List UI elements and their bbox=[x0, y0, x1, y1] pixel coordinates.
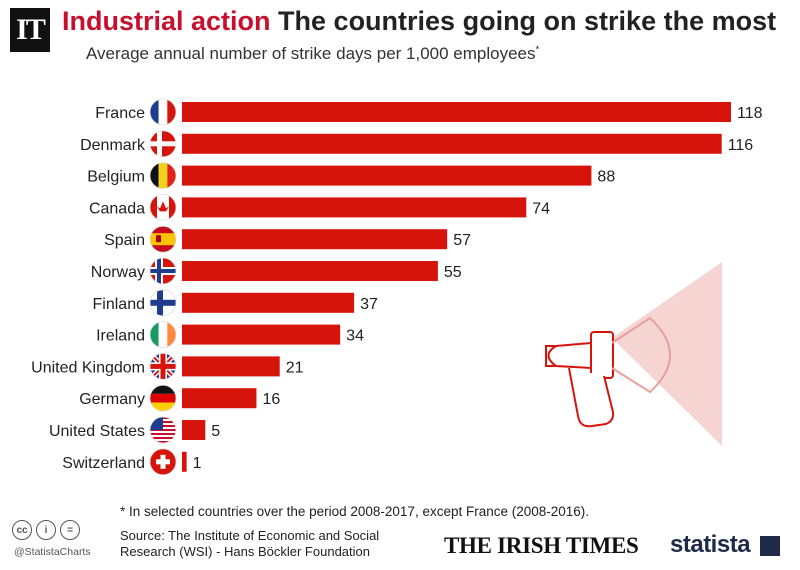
uk-flag-icon bbox=[149, 352, 177, 380]
bar bbox=[182, 197, 527, 218]
bar bbox=[182, 261, 438, 281]
value-label: 21 bbox=[286, 359, 304, 376]
category-label: Canada bbox=[89, 200, 145, 217]
category-label: Ireland bbox=[96, 328, 145, 345]
category-label: United States bbox=[49, 423, 145, 440]
value-label: 55 bbox=[444, 264, 462, 281]
statista-logo: statista bbox=[670, 531, 751, 558]
bar bbox=[182, 388, 257, 409]
category-label: Finland bbox=[93, 296, 145, 313]
denmark-flag-icon bbox=[149, 130, 177, 158]
value-label: 88 bbox=[597, 169, 615, 186]
bar bbox=[182, 451, 187, 472]
spain-flag-icon bbox=[149, 225, 177, 253]
bar bbox=[182, 165, 592, 186]
irish-times-wordmark: THE IRISH TIMES bbox=[444, 533, 639, 558]
usa-flag-icon bbox=[149, 416, 177, 444]
no-derivatives-icon: = bbox=[60, 520, 80, 540]
license-icons: cc i = bbox=[12, 520, 80, 540]
bar-row: Norway 55 bbox=[91, 257, 462, 285]
value-label: 116 bbox=[728, 137, 754, 154]
title-main: The countries going on strike the most bbox=[278, 6, 777, 36]
finland-flag-icon bbox=[149, 289, 177, 317]
value-label: 16 bbox=[262, 391, 280, 408]
bar bbox=[182, 356, 280, 377]
subtitle-footnote-mark: * bbox=[535, 44, 540, 56]
value-label: 1 bbox=[193, 455, 202, 472]
category-label: United Kingdom bbox=[31, 359, 145, 376]
creative-commons-icon: cc bbox=[12, 520, 32, 540]
canada-flag-icon bbox=[149, 193, 177, 221]
bar bbox=[182, 324, 341, 345]
ireland-flag-icon bbox=[149, 321, 177, 349]
bar bbox=[182, 292, 355, 313]
bar-row: Germany 16 bbox=[79, 384, 280, 412]
value-label: 74 bbox=[532, 200, 550, 217]
megaphone-icon bbox=[545, 262, 722, 446]
title-accent: Industrial action bbox=[62, 6, 271, 36]
value-label: 57 bbox=[453, 232, 471, 249]
value-label: 34 bbox=[346, 328, 364, 345]
bar-row: Denmark 116 bbox=[80, 130, 754, 158]
value-label: 5 bbox=[211, 423, 220, 440]
bar-row: Belgium 88 bbox=[87, 162, 615, 190]
category-label: Denmark bbox=[80, 137, 146, 154]
chart-title: Industrial action The countries going on… bbox=[62, 6, 776, 37]
bar bbox=[182, 229, 448, 250]
statista-handle: @StatistaCharts bbox=[14, 546, 91, 558]
switzerland-flag-icon bbox=[149, 448, 177, 476]
bar bbox=[182, 420, 206, 440]
chart-subtitle: Average annual number of strike days per… bbox=[86, 44, 539, 64]
category-label: Belgium bbox=[87, 169, 145, 186]
france-flag-icon bbox=[149, 98, 177, 126]
bar-row: Canada 74 bbox=[89, 193, 550, 221]
belgium-flag-icon bbox=[149, 162, 177, 190]
footnote: * In selected countries over the period … bbox=[120, 504, 590, 519]
category-label: Germany bbox=[79, 391, 145, 408]
bar-row: Ireland 34 bbox=[96, 321, 364, 349]
category-label: Spain bbox=[104, 232, 145, 249]
source-text: Source: The Institute of Economic and So… bbox=[120, 528, 380, 559]
bar-row: United States 5 bbox=[49, 416, 220, 444]
category-label: France bbox=[95, 105, 145, 122]
attribution-icon: i bbox=[36, 520, 56, 540]
bar bbox=[182, 102, 731, 122]
category-label: Norway bbox=[91, 264, 145, 281]
norway-flag-icon bbox=[149, 257, 177, 285]
bar-row: Spain 57 bbox=[104, 225, 471, 253]
bar-row: France 118 bbox=[95, 98, 763, 126]
value-label: 37 bbox=[360, 296, 378, 313]
irish-times-logo: IT bbox=[10, 8, 50, 52]
bar-row: Finland 37 bbox=[93, 289, 378, 317]
bar bbox=[182, 133, 722, 154]
germany-flag-icon bbox=[149, 384, 177, 412]
bar-row: Switzerland 1 bbox=[62, 448, 202, 476]
bar-row: United Kingdom 21 bbox=[31, 352, 304, 380]
value-label: 118 bbox=[737, 105, 763, 122]
statista-mark-icon bbox=[760, 536, 780, 556]
category-label: Switzerland bbox=[62, 455, 145, 472]
subtitle-text: Average annual number of strike days per… bbox=[86, 44, 536, 63]
